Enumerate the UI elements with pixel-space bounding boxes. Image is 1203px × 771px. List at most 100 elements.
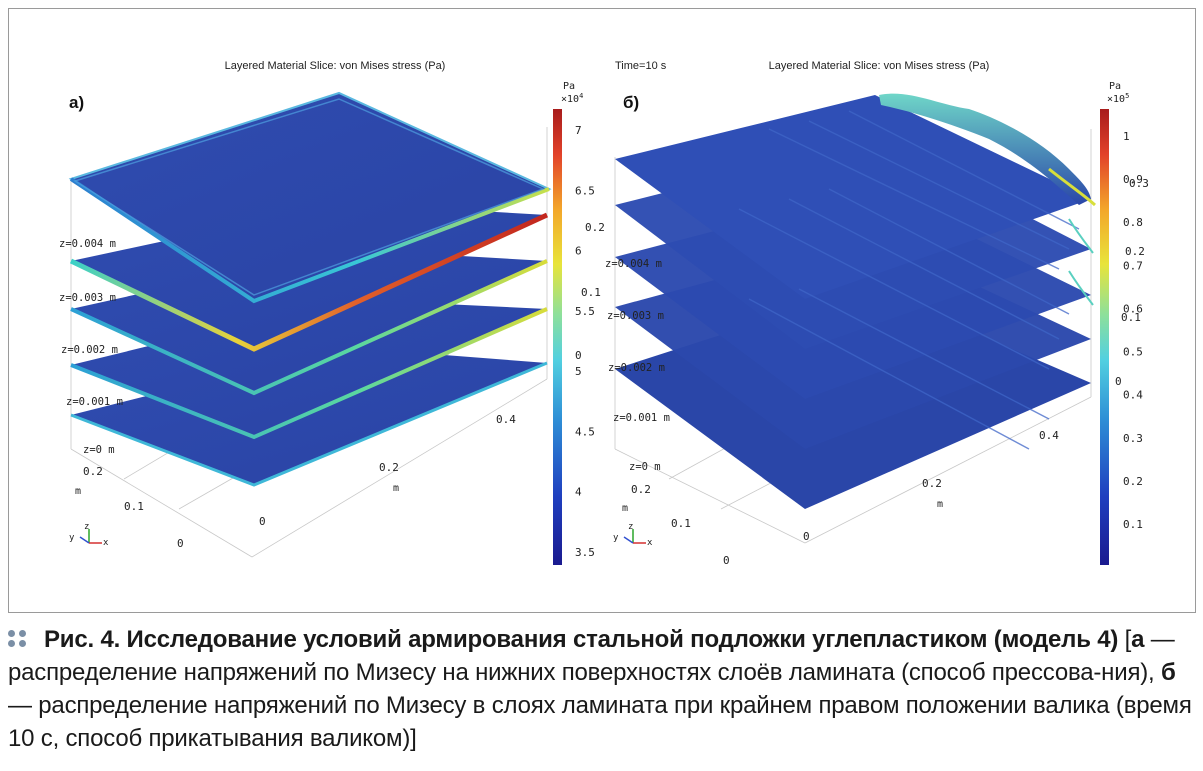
caption-bracket: [ xyxy=(1118,626,1132,653)
panel-a-stray-tick: 0.1 xyxy=(581,286,601,299)
panel-a-colorbar: Pa ×104 7 6.5 6 5.5 5 4.5 4 3.5 xyxy=(553,81,595,565)
panel-a-layer-z3-edge xyxy=(69,212,549,352)
panel-b-axis-tick: 0.4 xyxy=(1039,429,1059,442)
panel_b-colorbar-tick: 0.6 xyxy=(1123,302,1143,315)
panel-b-ripples xyxy=(738,110,1080,450)
panel_b-colorbar-tick: 1 xyxy=(1123,130,1130,143)
panel-b-colorbar: Pa ×105 1 0.9 0.8 0.7 0.6 0.5 0.4 0.3 0.2 0.1 xyxy=(1100,81,1143,565)
caption-a-text: — распределение напряжений по Мизесу на … xyxy=(8,626,1175,686)
panel-b-colorbar-multiplier: ×105 xyxy=(1107,92,1129,105)
panel_a-colorbar-tick: 7 xyxy=(575,124,582,137)
panel_b-colorbar-tick: 0.2 xyxy=(1123,475,1143,488)
panel-b-letter: б) xyxy=(623,93,639,112)
panel-a-colorbar-unit: Pa xyxy=(563,81,575,92)
panel-b-colorbar-gradient xyxy=(1100,109,1109,565)
panel-b-colorbar-ticks: 1 0.9 0.8 0.7 0.6 0.5 0.4 0.3 0.2 0.1 xyxy=(1123,130,1143,531)
panel_b-colorbar-tick: 0.5 xyxy=(1123,346,1143,359)
panel-a-axis-triad: z y x xyxy=(69,522,109,548)
panel-b-axis-tick: 0.2 xyxy=(631,483,651,496)
caption-bullet-icon xyxy=(8,630,34,648)
panel-a-layer-z2-edge xyxy=(70,259,548,396)
panel-a-layer-z0-edge xyxy=(70,361,548,487)
panel-b-z-label: z=0.003 m xyxy=(607,310,664,322)
panel-a-stray-tick: 0 xyxy=(575,349,582,362)
panel-a-axis-tick: 0.4 xyxy=(496,413,516,426)
figure-frame: Layered Material Slice: von Mises stress… xyxy=(8,8,1196,613)
panel-b-axis-ticks: 0.4 0.2 0 0.2 0.1 0 m m xyxy=(622,429,1059,567)
panel_b-colorbar-tick: 0.8 xyxy=(1123,216,1143,229)
caption-a-letter: а xyxy=(1131,626,1145,653)
triad-x-label: x xyxy=(647,538,653,548)
figure-caption: Рис. 4. Исследование условий армирования… xyxy=(8,623,1198,755)
caption-b-letter: б xyxy=(1160,659,1176,686)
panel_a-colorbar-tick: 3.5 xyxy=(575,546,595,559)
panel-a-colorbar-multiplier: ×104 xyxy=(561,92,583,105)
panel-a-axis-unit: m xyxy=(75,486,81,497)
panel-a-z-label: z=0.003 m xyxy=(59,292,116,304)
panel_b-colorbar-tick: 0.4 xyxy=(1123,389,1143,402)
panel_a-colorbar-tick: 4.5 xyxy=(575,425,595,438)
panel-a-z-label: z=0.004 m xyxy=(59,238,116,250)
panel-a-axis-tick: 0.2 xyxy=(379,461,399,474)
panel-a-stray-ticks: 0.2 0.1 0 xyxy=(575,221,605,362)
panel-b-z-label: z=0 m xyxy=(629,461,661,473)
triad-y-label: y xyxy=(613,533,619,543)
panel-b-stray-tick: 0.2 xyxy=(1125,245,1145,258)
panel-a-axis-tick: 0 xyxy=(177,537,184,550)
panel-b-stress-crest xyxy=(879,93,1091,205)
panel_b-colorbar-tick: 0.3 xyxy=(1123,432,1143,445)
panel-b-layer-z4 xyxy=(615,95,1091,299)
panel-b-z-label: z=0.004 m xyxy=(605,258,662,270)
triad-z-label: z xyxy=(628,522,633,532)
panel-a-axis-tick: 0.1 xyxy=(124,500,144,513)
panel-a-z-labels: z=0.004 m z=0.003 m z=0.002 m z=0.001 m … xyxy=(59,238,123,456)
panel-b-axis-unit: m xyxy=(622,503,628,514)
triad-x-label: x xyxy=(103,538,109,548)
panel-b-z-labels: z=0.004 m z=0.003 m z=0.002 m z=0.001 m … xyxy=(605,258,670,473)
panel-b-colorbar-unit: Pa xyxy=(1109,81,1121,92)
panel-a-z-label: z=0.002 m xyxy=(61,344,118,356)
panel-b-stress-crest-lower xyxy=(1068,218,1094,254)
panel_a-colorbar-tick: 6.5 xyxy=(575,184,595,197)
panel_b-colorbar-tick: 0.7 xyxy=(1123,259,1143,272)
panel-a-title: Layered Material Slice: von Mises stress… xyxy=(225,60,446,72)
panel-a-stray-tick: 0.2 xyxy=(585,221,605,234)
panel_b-colorbar-tick: 0.1 xyxy=(1123,518,1143,531)
panel-a-z-label: z=0 m xyxy=(83,444,115,456)
panel-b-stress-crest-lower xyxy=(1068,270,1094,306)
panel-a-axis-tick: 0.2 xyxy=(83,465,103,478)
panel-a-z-label: z=0.001 m xyxy=(66,396,123,408)
panel-b-axis-tick: 0 xyxy=(803,530,810,543)
panel-a-layers xyxy=(68,91,552,487)
panel-a-axis-tick: 0 xyxy=(259,515,266,528)
panel_a-colorbar-tick: 4 xyxy=(575,486,582,499)
panel-a-axis-ticks: 0.4 0.2 0 0.2 0.1 0 m m xyxy=(75,413,516,550)
panel_b-colorbar-tick: 0.9 xyxy=(1123,173,1143,186)
panel-b-title: Layered Material Slice: von Mises stress… xyxy=(769,60,990,72)
figure-canvas: Layered Material Slice: von Mises stress… xyxy=(59,60,1149,567)
panel-b-stray-tick: 0.1 xyxy=(1121,311,1141,324)
panel_a-colorbar-tick: 5.5 xyxy=(575,305,595,318)
panel-a-layer-z1-edge xyxy=(70,307,548,440)
panel-b-layers xyxy=(615,93,1097,509)
panel-b-stray-tick: 0.3 xyxy=(1129,177,1149,190)
panel-b: Time=10 s Layered Material Slice: von Mi… xyxy=(605,60,1149,567)
panel_a-colorbar-tick: 5 xyxy=(575,365,582,378)
panel-b-time: Time=10 s xyxy=(615,60,667,72)
panel-b-stress-crest-peak xyxy=(1048,167,1097,207)
panel-b-axis-tick: 0.1 xyxy=(671,517,691,530)
panel-a-layer-z0 xyxy=(71,347,547,485)
panel-b-axis-unit: m xyxy=(937,499,943,510)
panel-b-z-label: z=0.002 m xyxy=(608,362,665,374)
panel-a-letter: а) xyxy=(69,93,84,112)
caption-b-text: — распределение напряжений по Мизесу в с… xyxy=(8,692,1192,752)
panel-a-layer-z4-inner xyxy=(73,98,546,296)
panel-b-stray-tick: 0 xyxy=(1115,375,1122,388)
panel-a-colorbar-ticks: 7 6.5 6 5.5 5 4.5 4 3.5 xyxy=(575,124,595,559)
panel-b-axis-tick: 0 xyxy=(723,554,730,567)
caption-lead: Рис. 4. Исследование условий армирования… xyxy=(44,626,1119,653)
panel-a-layer-z4-edge xyxy=(69,177,550,304)
panel-a-axis-unit: m xyxy=(393,483,399,494)
panel-b-axis-triad: z y x xyxy=(613,522,653,548)
panel-b-z-label: z=0.001 m xyxy=(613,412,670,424)
